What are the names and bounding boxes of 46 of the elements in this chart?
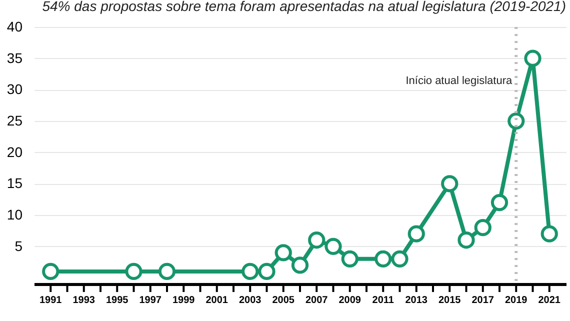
x-tick-label: 2005	[272, 295, 295, 306]
point	[125, 262, 142, 280]
point	[242, 262, 259, 280]
x-tick-label: 2001	[206, 295, 228, 306]
x-tick-label: 1991	[40, 295, 62, 306]
x-tick-label: 1995	[106, 295, 129, 306]
x-tick-label: 2015	[438, 295, 462, 306]
point	[291, 256, 309, 274]
y-tick-label: 20	[6, 144, 23, 160]
point	[408, 225, 425, 242]
point	[42, 262, 60, 280]
x-tick-label: 1993	[72, 295, 96, 306]
y-tick-label: 15	[6, 175, 23, 192]
y-tick-label: 5	[14, 238, 23, 254]
point	[524, 50, 542, 67]
x-tick-label: 2021	[538, 295, 561, 306]
y-tick-label: 35	[6, 50, 23, 66]
point	[474, 219, 492, 236]
x-tick-label: 2009	[338, 295, 362, 306]
y-tick-label: 25	[6, 112, 23, 129]
x-tick-label: 2003	[239, 295, 262, 306]
point	[374, 250, 392, 268]
x-tick-label: 2007	[306, 295, 328, 306]
point	[391, 250, 408, 268]
x-tick-label: 1997	[139, 295, 162, 306]
x-tick-label: 1999	[172, 295, 196, 306]
ref-line-label: Início atual legislatura	[406, 75, 513, 87]
x-tick-label: 2019	[505, 295, 528, 306]
point	[324, 238, 342, 255]
point	[441, 175, 458, 192]
point	[158, 262, 176, 280]
point	[308, 232, 326, 249]
point	[274, 244, 292, 262]
point	[258, 262, 276, 280]
point	[458, 232, 475, 249]
point	[490, 194, 508, 212]
y-tick-label: 10	[6, 206, 23, 223]
point	[540, 225, 558, 242]
y-tick-label: 40	[6, 18, 23, 34]
y-tick-label: 30	[6, 81, 23, 98]
point	[341, 250, 358, 268]
x-tick-label: 2013	[405, 295, 428, 306]
x-tick-label: 2011	[372, 295, 394, 306]
point	[508, 112, 525, 130]
x-tick-label: 2017	[472, 295, 494, 306]
chart-subtitle: 54% das propostas sobre tema foram apresentadas na atual legislatura (2019-2021)	[42, 0, 566, 14]
